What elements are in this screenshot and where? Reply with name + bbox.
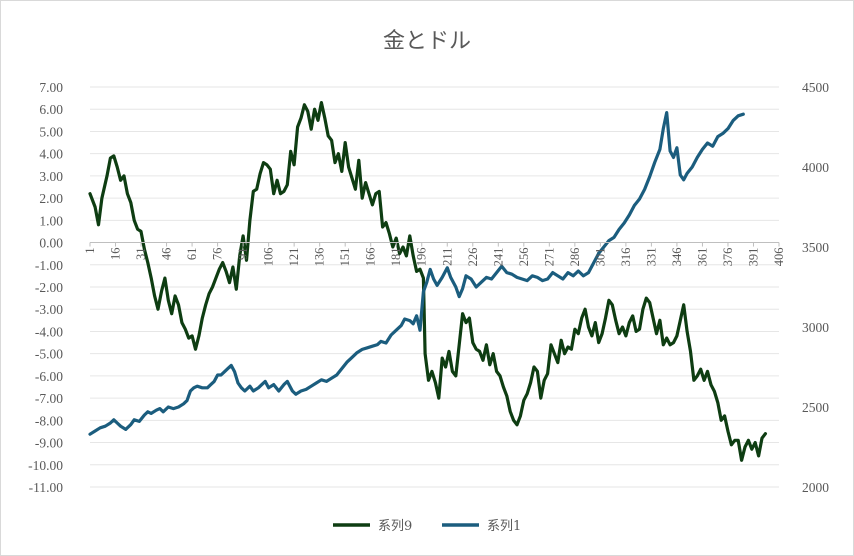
left-tick-label: -2.00 (35, 280, 63, 295)
series-line-1 (88, 101, 767, 462)
left-tick-label: -6.00 (35, 369, 63, 384)
left-tick-label: -1.00 (35, 258, 63, 273)
right-tick-label: 2000 (802, 480, 829, 495)
left-tick-label: 1.00 (39, 213, 63, 228)
x-tick-label: 151 (338, 248, 352, 267)
right-tick-label: 3000 (802, 320, 829, 335)
x-tick-label: 121 (287, 248, 301, 267)
left-tick-label: -4.00 (35, 324, 63, 339)
x-tick-label: 106 (262, 248, 276, 267)
left-tick-label: 2.00 (39, 191, 63, 206)
left-tick-label: 6.00 (39, 102, 63, 117)
x-tick-label: 301 (593, 248, 607, 267)
x-tick-label: 271 (542, 248, 556, 267)
left-tick-label: -8.00 (35, 413, 63, 428)
x-tick-label: 226 (466, 248, 480, 267)
series-layer (88, 101, 767, 462)
x-tick-label: 16 (109, 248, 123, 261)
x-tick-label: 241 (491, 248, 505, 267)
x-tick-label: 286 (568, 248, 582, 267)
x-tick-label: 211 (440, 248, 454, 266)
x-tick-label: 76 (211, 248, 225, 260)
x-tick-label: 196 (415, 248, 429, 267)
x-tick-label: 256 (517, 248, 531, 267)
right-tick-label: 4500 (802, 80, 829, 95)
left-tick-label: 0.00 (39, 236, 63, 251)
left-tick-label: 5.00 (39, 124, 63, 139)
x-tick-label: 166 (364, 248, 378, 267)
left-tick-label: 3.00 (39, 169, 63, 184)
x-tick-label: 346 (670, 248, 684, 267)
x-tick-label: 406 (772, 248, 786, 267)
left-tick-label: -11.00 (29, 480, 64, 495)
left-tick-label: -9.00 (35, 436, 63, 451)
left-tick-label: -10.00 (28, 458, 63, 473)
left-axis-ticks: 7.00 6.00 5.00 4.00 3.00 2.00 1.00 0.00 -1.00 -2.… (28, 80, 63, 495)
left-tick-label: -3.00 (35, 302, 63, 317)
x-tick-label: 391 (746, 248, 760, 267)
left-tick-label: -7.00 (35, 391, 63, 406)
left-tick-label: 7.00 (39, 80, 63, 95)
x-tick-label: 331 (644, 248, 658, 267)
x-tick-label: 316 (619, 248, 633, 267)
x-tick-label: 181 (389, 248, 403, 267)
x-tick-label: 61 (185, 248, 199, 260)
x-axis-ticks: 1 16 31 46 61 76 91 106 121 136 151 166 181 196 211 226… (83, 242, 786, 267)
right-tick-label: 2500 (802, 400, 829, 415)
x-tick-label: 46 (160, 248, 174, 260)
left-tick-label: -5.00 (35, 347, 63, 362)
series-line-2 (88, 111, 745, 436)
right-tick-label: 4000 (802, 160, 829, 175)
legend-label-2: 系列1 (487, 519, 521, 534)
x-tick-label: 1 (83, 248, 97, 254)
right-axis-ticks: 4500 4000 3500 3000 2500 2000 (802, 80, 829, 495)
x-tick-label: 376 (721, 248, 735, 267)
x-tick-label: 91 (236, 248, 250, 260)
chart-title: 金とドル (383, 29, 471, 54)
right-tick-label: 3500 (802, 240, 829, 255)
x-tick-label: 136 (313, 248, 327, 267)
x-tick-label: 361 (695, 248, 709, 267)
left-tick-label: 4.00 (39, 147, 63, 162)
legend-label-1: 系列9 (378, 519, 412, 534)
x-tick-label: 31 (134, 248, 148, 260)
legend: 系列9 系列1 (333, 519, 521, 534)
